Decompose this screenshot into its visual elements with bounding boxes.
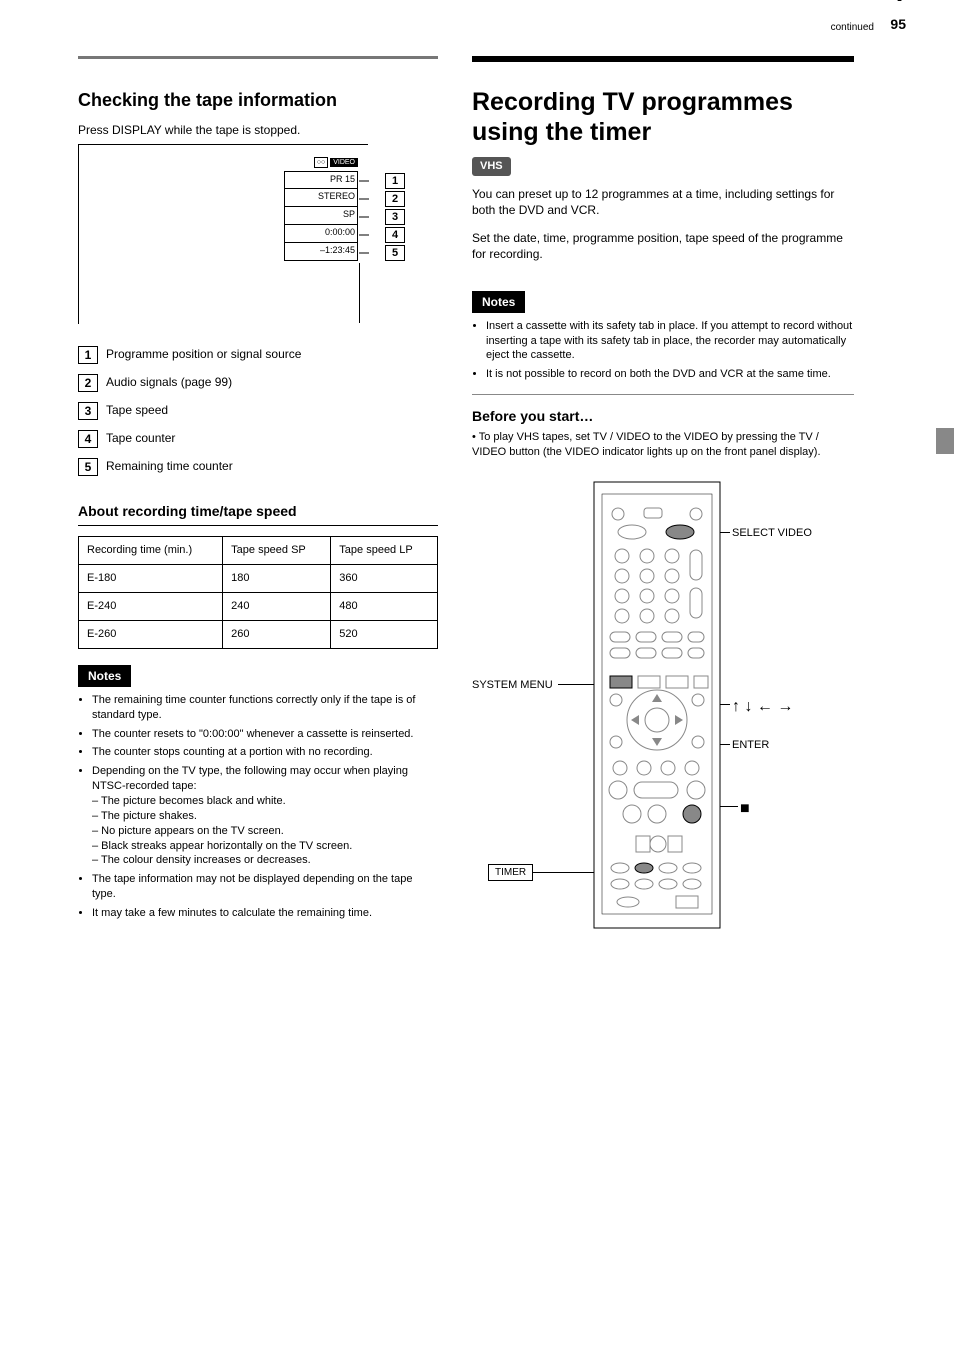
label-timer: TIMER — [488, 864, 533, 882]
note-l-0: The remaining time counter functions cor… — [92, 693, 438, 723]
disp-row-5: –1:23:45 — [320, 244, 355, 256]
note-l-2: The counter stops counting at a portion … — [92, 745, 438, 760]
before-text: • To play VHS tapes, set TV / VIDEO to t… — [472, 430, 854, 460]
label-arrows: ↑ ↓ ← → — [732, 696, 793, 718]
right-column: Recording TV programmes using the timer … — [472, 88, 854, 960]
key-num-3: 3 — [78, 402, 98, 420]
key-label-3: Tape speed — [106, 402, 168, 418]
th-2: Tape speed LP — [331, 537, 438, 565]
divider — [472, 394, 854, 395]
right-para-1: You can preset up to 12 programmes at a … — [472, 186, 854, 218]
before-heading: Before you start… — [472, 407, 854, 426]
vcr-leader-line — [359, 263, 360, 323]
recording-time-table: Recording time (min.) Tape speed SP Tape… — [78, 536, 438, 648]
cell-2-1: 260 — [223, 620, 331, 648]
side-tab — [936, 428, 954, 454]
key-label-1: Programme position or signal source — [106, 346, 301, 362]
note-l-4: The tape information may not be displaye… — [92, 872, 438, 902]
callout-4: 4 — [385, 227, 405, 243]
key-label-5: Remaining time counter — [106, 458, 233, 474]
notes-label-right: Notes — [472, 291, 525, 313]
callout-1: 1 — [385, 173, 405, 189]
disp-row-1: PR 15 — [330, 173, 355, 185]
cell-0-0: E-180 — [79, 565, 223, 593]
disp-row-3: SP — [343, 208, 355, 220]
sub-heading: About recording time/tape speed — [78, 502, 438, 526]
cell-0-2: 360 — [331, 565, 438, 593]
right-para-2: Set the date, time, programme position, … — [472, 230, 854, 262]
cell-1-0: E-240 — [79, 593, 223, 621]
top-rule-right — [472, 56, 854, 62]
note-r-0: Insert a cassette with its safety tab in… — [486, 319, 854, 364]
label-system-menu: SYSTEM MENU — [472, 678, 553, 693]
cell-2-0: E-260 — [79, 620, 223, 648]
th-0: Recording time (min.) — [79, 537, 223, 565]
key-num-2: 2 — [78, 374, 98, 392]
left-column: Checking the tape information Press DISP… — [78, 88, 438, 925]
key-label-2: Audio signals (page 99) — [106, 374, 232, 390]
note-l-5: It may take a few minutes to calculate t… — [92, 906, 438, 921]
disp-row-2: STEREO — [318, 190, 355, 202]
continued-arrow-icon: ➔ — [891, 0, 906, 8]
key-num-5: 5 — [78, 458, 98, 476]
label-select-video: SELECT VIDEO — [732, 526, 812, 541]
key-label-4: Tape counter — [106, 430, 175, 446]
key-num-1: 1 — [78, 346, 98, 364]
cassette-icon: ○○ — [314, 157, 328, 168]
vcr-display-illustration: ○○VIDEO PR 15 STEREO SP 0:00:00 –1:23:45… — [78, 144, 368, 324]
label-enter: ENTER — [732, 738, 769, 753]
callout-5: 5 — [385, 245, 405, 261]
display-key-list: 1 Programme position or signal source 2 Au… — [78, 346, 438, 476]
vhs-badge: VHS — [472, 157, 511, 176]
callout-3: 3 — [385, 209, 405, 225]
cell-2-2: 520 — [331, 620, 438, 648]
cell-1-1: 240 — [223, 593, 331, 621]
left-title: Checking the tape information — [78, 88, 438, 112]
top-rule-left — [78, 56, 438, 59]
cell-0-1: 180 — [223, 565, 331, 593]
notes-label-left: Notes — [78, 665, 131, 687]
key-num-4: 4 — [78, 430, 98, 448]
note-l-3: Depending on the TV type, the following … — [92, 764, 438, 868]
callout-2: 2 — [385, 191, 405, 207]
notes-list-left: The remaining time counter functions cor… — [78, 693, 438, 921]
footer-continued: continued — [831, 21, 874, 35]
th-1: Tape speed SP — [223, 537, 331, 565]
label-stop: ■ — [740, 798, 750, 820]
notes-list-right: Insert a cassette with its safety tab in… — [472, 319, 854, 382]
left-intro: Press DISPLAY while the tape is stopped. — [78, 122, 438, 138]
remote-illustration: SELECT VIDEO ↑ ↓ ← → ENTER ■ TIMER SYSTE… — [472, 480, 854, 960]
remote-svg — [592, 480, 722, 930]
note-r-1: It is not possible to record on both the… — [486, 367, 854, 382]
cell-1-2: 480 — [331, 593, 438, 621]
video-badge-icon: VIDEO — [330, 158, 358, 167]
page-number: 95 — [890, 15, 906, 34]
disp-row-4: 0:00:00 — [325, 226, 355, 238]
note-l-1: The counter resets to "0:00:00" whenever… — [92, 727, 438, 742]
right-title: Recording TV programmes using the timer — [472, 88, 854, 147]
